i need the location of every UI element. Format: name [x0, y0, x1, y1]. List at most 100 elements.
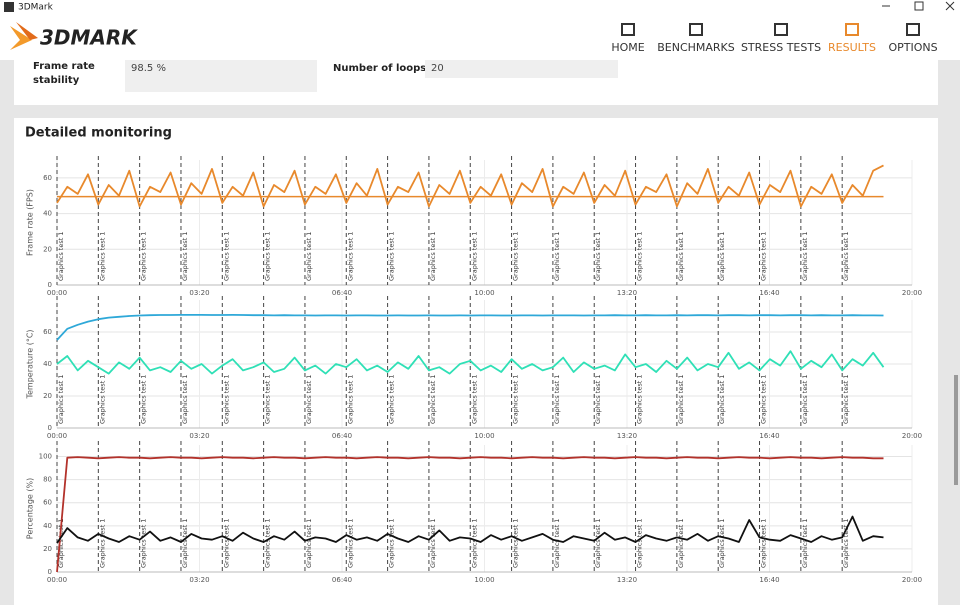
x-tick-label: 20:00	[902, 289, 922, 297]
loop-marker-label: Graphics test 1	[760, 232, 768, 281]
nav-item[interactable]: STRESS TESTS	[741, 23, 821, 54]
series-line	[56, 164, 884, 208]
loop-marker-label: Graphics test 1	[512, 375, 520, 424]
x-tick-label: 10:00	[474, 432, 494, 440]
loop-marker-label: Graphics test 1	[636, 375, 644, 424]
x-tick-label: 13:20	[617, 432, 637, 440]
loop-marker-label: Graphics test 1	[842, 375, 850, 424]
loop-marker-label: Graphics test 1	[842, 519, 850, 568]
y-tick-label: 40	[43, 360, 52, 368]
summary-box	[425, 60, 618, 78]
series-line	[56, 456, 884, 573]
loop-marker-label: Graphics test 1	[718, 232, 726, 281]
nav-label: HOME	[611, 41, 644, 54]
summary-label: Frame rate stability	[33, 61, 95, 86]
loop-marker-label: Graphics test 1	[264, 232, 272, 281]
loop-marker-label: Graphics test 1	[677, 375, 685, 424]
summary-label: Number of loops	[333, 63, 426, 74]
loop-marker-label: Graphics test 1	[181, 519, 189, 568]
loop-marker-label: Graphics test 1	[801, 375, 809, 424]
nav-icon	[774, 23, 788, 36]
loop-marker-label: Graphics test 1	[512, 519, 520, 568]
nav-item[interactable]: HOME	[611, 23, 645, 54]
loop-marker-label: Graphics test 1	[594, 375, 602, 424]
x-tick-label: 20:00	[902, 576, 922, 584]
loop-marker-label: Graphics test 1	[470, 232, 478, 281]
loop-marker-label: Graphics test 1	[57, 375, 65, 424]
loop-marker-label: Graphics test 1	[718, 519, 726, 568]
series-line	[56, 314, 884, 341]
y-axis-title: Percentage (%)	[26, 478, 35, 539]
scrollbar[interactable]	[954, 375, 958, 485]
loop-marker-label: Graphics test 1	[140, 232, 148, 281]
y-tick-label: 40	[43, 210, 52, 218]
logo[interactable]: 3DMARK	[40, 26, 138, 50]
loop-marker-label: Graphics test 1	[388, 232, 396, 281]
x-tick-label: 06:40	[332, 576, 352, 584]
series-line	[56, 350, 885, 375]
loop-marker-label: Graphics test 1	[140, 519, 148, 568]
x-tick-label: 06:40	[332, 289, 352, 297]
loop-marker-label: Graphics test 1	[470, 375, 478, 424]
logo-mark	[10, 26, 32, 50]
nav-item[interactable]: BENCHMARKS	[657, 23, 735, 54]
title-bar	[0, 0, 960, 14]
app-icon	[4, 2, 14, 12]
loop-marker-label: Graphics test 1	[636, 232, 644, 281]
loop-marker-label: Graphics test 1	[346, 375, 354, 424]
loop-marker-label: Graphics test 1	[553, 232, 561, 281]
loop-marker-label: Graphics test 1	[801, 232, 809, 281]
summary: Frame rate stability 98.5 % Number of loop…	[33, 60, 618, 92]
loop-marker-label: Graphics test 1	[470, 519, 478, 568]
y-tick-label: 0	[48, 281, 52, 289]
nav-icon	[906, 23, 920, 36]
x-tick-label: 20:00	[902, 432, 922, 440]
nav-item[interactable]: RESULTS	[828, 23, 876, 54]
y-tick-label: 20	[43, 392, 52, 400]
close[interactable]	[945, 1, 955, 11]
loop-marker-label: Graphics test 1	[553, 519, 561, 568]
x-tick-label: 00:00	[47, 432, 67, 440]
loop-marker-label: Graphics test 1	[842, 232, 850, 281]
loop-marker-label: Graphics test 1	[222, 375, 230, 424]
loop-marker-label: Graphics test 1	[760, 519, 768, 568]
window-title: 3DMark	[18, 3, 54, 13]
x-tick-label: 00:00	[47, 289, 67, 297]
loop-marker-label: Graphics test 1	[264, 375, 272, 424]
loop-marker-label: Graphics test 1	[98, 519, 106, 568]
x-tick-label: 03:20	[189, 289, 209, 297]
y-tick-label: 60	[43, 328, 52, 336]
loop-marker-label: Graphics test 1	[636, 519, 644, 568]
loop-marker-label: Graphics test 1	[346, 232, 354, 281]
loop-marker-label: Graphics test 1	[57, 232, 65, 281]
y-tick-label: 60	[43, 499, 52, 507]
loop-marker-label: Graphics test 1	[346, 519, 354, 568]
header	[0, 14, 960, 60]
maximize[interactable]	[914, 1, 924, 11]
nav-label: OPTIONS	[888, 41, 937, 54]
loop-marker-label: Graphics test 1	[429, 519, 437, 568]
section-title: Detailed monitoring	[25, 126, 172, 141]
loop-marker-label: Graphics test 1	[98, 232, 106, 281]
loop-marker-label: Graphics test 1	[760, 375, 768, 424]
loop-marker-label: Graphics test 1	[222, 232, 230, 281]
loop-marker-label: Graphics test 1	[594, 232, 602, 281]
x-tick-label: 06:40	[332, 432, 352, 440]
loop-marker-label: Graphics test 1	[512, 232, 520, 281]
loop-marker-label: Graphics test 1	[140, 375, 148, 424]
y-tick-label: 20	[43, 245, 52, 253]
nav-icon	[621, 23, 635, 36]
loop-marker-label: Graphics test 1	[305, 519, 313, 568]
loop-marker-label: Graphics test 1	[388, 375, 396, 424]
loop-marker-label: Graphics test 1	[553, 375, 561, 424]
loop-marker-label: Graphics test 1	[429, 232, 437, 281]
loop-marker-label: Graphics test 1	[594, 519, 602, 568]
nav-item[interactable]: OPTIONS	[888, 23, 938, 54]
nav-label: STRESS TESTS	[741, 41, 821, 54]
x-tick-label: 16:40	[759, 576, 779, 584]
loop-marker-label: Graphics test 1	[181, 375, 189, 424]
y-tick-label: 0	[48, 568, 52, 576]
nav-icon	[845, 23, 859, 36]
nav-label: BENCHMARKS	[657, 41, 735, 54]
